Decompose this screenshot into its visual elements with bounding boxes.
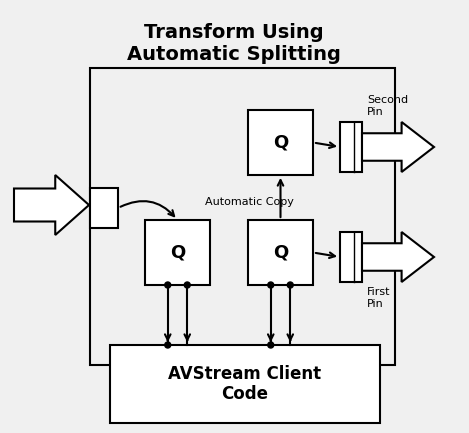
FancyBboxPatch shape (340, 232, 362, 282)
FancyBboxPatch shape (90, 68, 395, 365)
Text: First
Pin: First Pin (367, 287, 391, 309)
Polygon shape (362, 232, 434, 282)
Text: Q: Q (170, 243, 185, 262)
FancyBboxPatch shape (248, 110, 313, 175)
Circle shape (287, 282, 293, 288)
Circle shape (184, 282, 190, 288)
Text: Q: Q (273, 243, 288, 262)
Circle shape (268, 282, 274, 288)
FancyBboxPatch shape (90, 188, 118, 228)
FancyBboxPatch shape (248, 220, 313, 285)
Text: Transform Using
Automatic Splitting: Transform Using Automatic Splitting (127, 23, 341, 64)
FancyBboxPatch shape (340, 122, 362, 172)
FancyBboxPatch shape (110, 345, 380, 423)
Polygon shape (14, 175, 89, 235)
Circle shape (268, 342, 274, 348)
Text: Q: Q (273, 133, 288, 152)
Polygon shape (362, 122, 434, 172)
Text: Second
Pin: Second Pin (367, 95, 408, 117)
Text: Automatic Copy: Automatic Copy (205, 197, 294, 207)
Text: AVStream Client
Code: AVStream Client Code (168, 365, 322, 404)
FancyBboxPatch shape (145, 220, 210, 285)
Circle shape (165, 342, 171, 348)
Circle shape (165, 282, 171, 288)
